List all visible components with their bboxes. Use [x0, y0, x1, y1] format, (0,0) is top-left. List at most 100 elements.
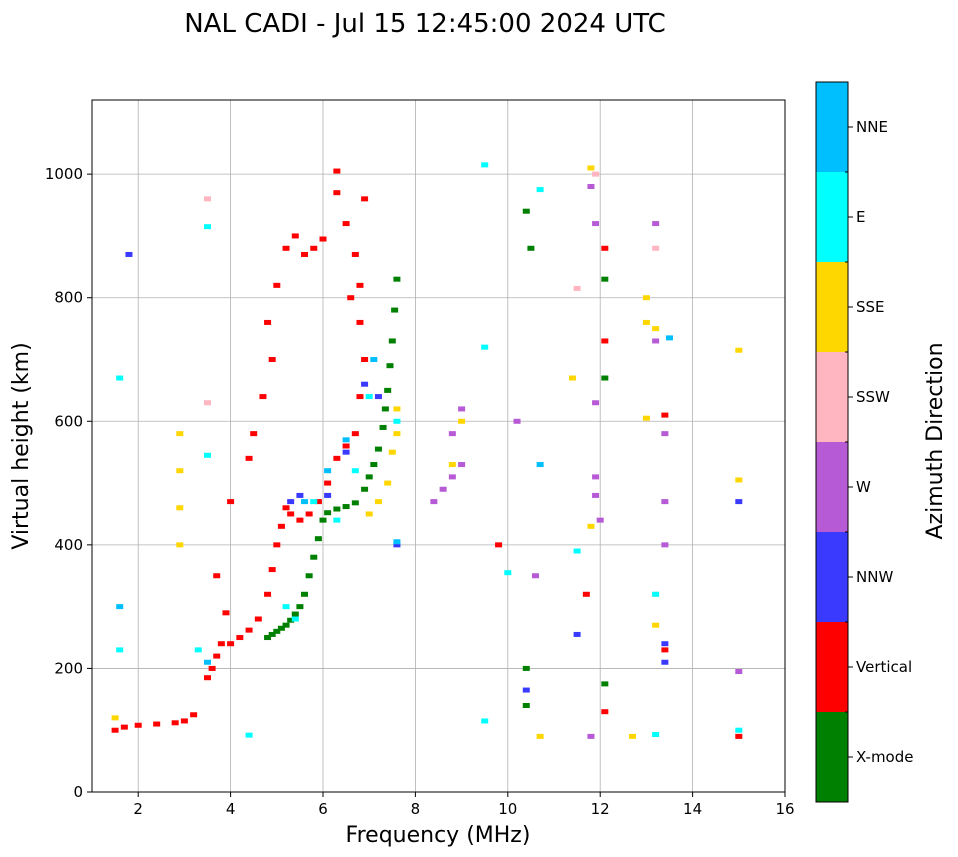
data-point: [601, 245, 609, 251]
data-point: [333, 168, 341, 174]
data-point: [532, 573, 540, 579]
x-tick-label: 10: [498, 800, 517, 818]
data-point: [273, 628, 281, 634]
data-point: [379, 424, 387, 430]
data-marks: [111, 162, 743, 739]
data-point: [296, 492, 304, 498]
data-point: [204, 400, 211, 406]
data-point: [176, 468, 184, 474]
data-point: [342, 221, 350, 227]
data-point: [291, 611, 299, 617]
data-point: [264, 591, 272, 597]
data-point: [208, 665, 216, 671]
grid: [92, 100, 786, 793]
data-point: [573, 285, 581, 291]
data-point: [217, 641, 225, 647]
data-point: [333, 506, 341, 512]
data-point: [347, 295, 355, 301]
data-point: [333, 517, 341, 523]
data-point: [629, 733, 637, 739]
data-point: [592, 221, 600, 227]
data-point: [296, 604, 304, 610]
data-point: [536, 733, 544, 739]
data-point: [310, 554, 318, 560]
data-point: [356, 394, 364, 400]
data-point: [236, 635, 244, 641]
data-point: [587, 184, 595, 189]
data-point: [264, 319, 272, 325]
data-point: [324, 480, 332, 486]
data-point: [282, 505, 290, 511]
data-point: [319, 236, 327, 242]
data-point: [310, 245, 318, 251]
data-point: [111, 727, 119, 733]
data-point: [365, 474, 373, 480]
data-point: [361, 357, 369, 362]
data-point: [652, 245, 660, 251]
data-point: [190, 712, 198, 718]
data-point: [652, 732, 660, 738]
data-point: [522, 703, 530, 708]
plot-frame: [91, 99, 786, 793]
data-point: [504, 570, 512, 576]
data-point: [388, 449, 396, 455]
data-point: [596, 517, 604, 523]
data-point: [194, 647, 202, 653]
data-point: [573, 548, 581, 554]
data-point: [601, 375, 609, 381]
y-tick-label: 1000: [45, 165, 83, 183]
data-point: [386, 363, 394, 369]
data-point: [120, 724, 128, 730]
data-point: [324, 492, 332, 498]
data-point: [351, 500, 359, 506]
data-point: [642, 319, 650, 325]
data-point: [204, 659, 211, 665]
data-point: [277, 523, 285, 529]
data-point: [324, 510, 332, 516]
data-point: [342, 449, 350, 455]
data-point: [125, 251, 133, 257]
data-point: [213, 653, 221, 659]
data-point: [642, 415, 650, 421]
data-point: [365, 511, 373, 517]
data-point: [301, 499, 309, 505]
data-point: [361, 196, 369, 202]
colorbar-frame: [815, 81, 849, 803]
colorbar-label: E: [856, 208, 865, 226]
data-point: [522, 208, 530, 214]
data-point: [176, 542, 184, 548]
x-axis-label: Frequency (MHz): [346, 823, 531, 848]
data-point: [342, 504, 350, 510]
data-point: [587, 523, 595, 529]
data-point: [568, 375, 576, 381]
colorbar-label: NNW: [856, 568, 893, 586]
data-point: [735, 477, 743, 483]
data-point: [393, 542, 401, 548]
data-point: [287, 511, 295, 517]
data-point: [652, 326, 660, 332]
data-point: [277, 625, 285, 631]
series-vertical: [111, 168, 743, 739]
data-point: [245, 627, 253, 633]
x-tick-label: 2: [133, 800, 143, 818]
data-point: [661, 659, 669, 665]
data-point: [735, 727, 743, 733]
data-point: [351, 468, 359, 474]
data-point: [384, 387, 392, 393]
data-point: [305, 573, 313, 579]
data-point: [370, 357, 378, 362]
data-point: [439, 486, 447, 492]
data-point: [601, 276, 609, 282]
data-point: [601, 709, 609, 715]
data-point: [458, 462, 466, 468]
data-point: [652, 338, 660, 344]
data-point: [587, 165, 595, 171]
data-point: [204, 196, 211, 202]
series-w: [430, 184, 743, 739]
colorbar-segment: [816, 712, 848, 802]
data-point: [374, 394, 382, 400]
colorbar-label: SSE: [856, 298, 885, 316]
data-point: [227, 641, 235, 647]
data-point: [652, 591, 660, 597]
data-point: [661, 641, 669, 647]
